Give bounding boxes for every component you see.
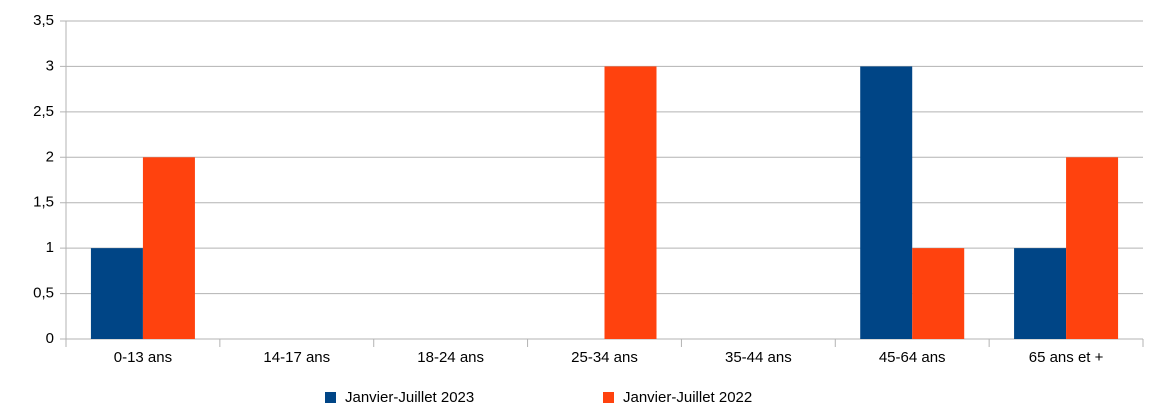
y-tick-label: 1,5 xyxy=(33,194,54,211)
legend-label: Janvier-Juillet 2022 xyxy=(623,389,752,405)
y-tick-label: 2 xyxy=(46,148,54,165)
y-tick-label: 1 xyxy=(46,239,54,256)
x-tick-label: 25-34 ans xyxy=(571,349,638,366)
x-tick-label: 35-44 ans xyxy=(725,349,792,366)
bar xyxy=(90,248,143,339)
y-tick-label: 2,5 xyxy=(33,103,54,120)
x-tick-label: 45-64 ans xyxy=(879,349,946,366)
x-tick-label: 0-13 ans xyxy=(114,349,172,366)
bar xyxy=(860,66,913,339)
bar xyxy=(142,157,195,339)
y-tick-label: 0,5 xyxy=(33,285,54,302)
y-tick-label: 3 xyxy=(46,57,54,74)
bar xyxy=(1014,248,1067,339)
y-tick-label: 3,5 xyxy=(33,12,54,29)
legend-swatch xyxy=(603,392,614,403)
bar xyxy=(912,248,965,339)
x-tick-label: 14-17 ans xyxy=(263,349,330,366)
y-tick-label: 0 xyxy=(46,330,54,347)
x-tick-label: 18-24 ans xyxy=(417,349,484,366)
bar xyxy=(604,66,657,339)
x-tick-label: 65 ans et + xyxy=(1029,349,1104,366)
legend-swatch xyxy=(325,392,336,403)
legend-label: Janvier-Juillet 2023 xyxy=(345,389,474,405)
bar xyxy=(1066,157,1119,339)
